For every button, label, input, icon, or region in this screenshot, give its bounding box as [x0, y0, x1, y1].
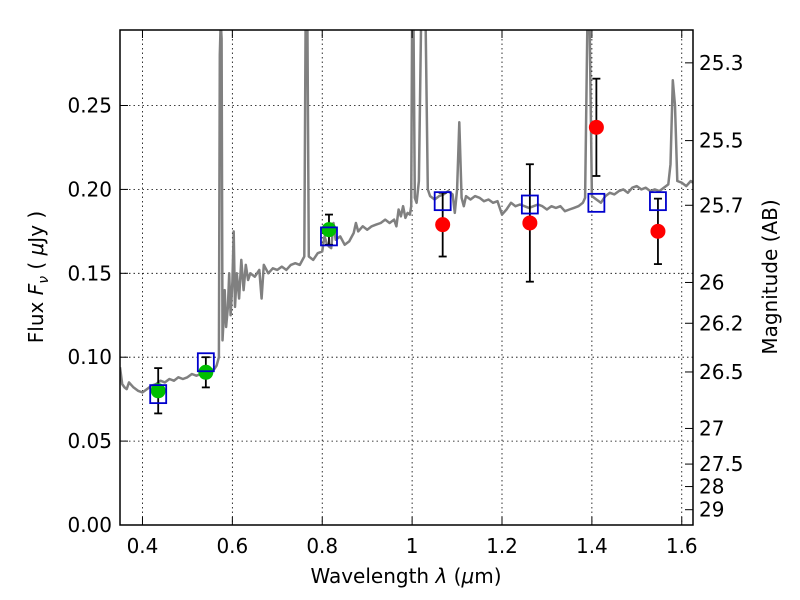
y2-tick-label: 25.7: [699, 193, 744, 217]
photometry-model-square: [196, 352, 215, 373]
x-tick-label: 1.2: [486, 534, 518, 558]
grid-lines: [120, 30, 693, 526]
x-axis: 0.4 0.6 0.8 1 1.2 1.4 1.6: [127, 30, 698, 558]
green-data-point: [150, 383, 166, 399]
y2-tick-label: 29: [699, 498, 724, 522]
x-tick-label: 0.8: [306, 534, 338, 558]
red-data-point: [435, 217, 451, 233]
x-tick-label: 0.4: [127, 534, 159, 558]
y2-tick-label: 26.2: [699, 311, 744, 335]
green-data-point: [198, 364, 214, 380]
spectrum-line: [120, 30, 693, 394]
y-axis-left: 0.00 0.05 0.10 0.15 0.20 0.25: [67, 94, 128, 537]
x-axis-label: Wavelength λ (μm): [310, 564, 501, 588]
y-tick-label: 0.00: [67, 513, 112, 537]
photometry-model-square: [649, 191, 667, 212]
x-tick-label: 1.4: [576, 534, 608, 558]
y2-tick-label: 26.5: [699, 360, 744, 384]
y2-tick-label: 26: [699, 270, 724, 294]
photometry-model-square: [433, 191, 452, 212]
x-tick-label: 1: [406, 534, 419, 558]
y-tick-label: 0.10: [67, 345, 112, 369]
photometry-model-square: [520, 194, 539, 215]
y-tick-label: 0.20: [67, 177, 112, 201]
y2-axis-label: Magnitude (AB): [758, 199, 782, 354]
x-tick-label: 0.6: [216, 534, 248, 558]
y2-tick-label: 27: [699, 416, 724, 440]
y-tick-label: 0.05: [67, 429, 112, 453]
photometry-model-square: [320, 226, 338, 247]
spectrum-layer: [120, 30, 693, 394]
plot-frame: [119, 29, 694, 526]
photometry-model-square: [149, 384, 168, 405]
x-tick-label: 1.6: [666, 534, 698, 558]
photometry-model-square: [587, 192, 606, 213]
y2-tick-label: 27.5: [699, 452, 744, 476]
green-data-point: [321, 222, 337, 238]
y2-tick-label: 25.5: [699, 129, 744, 153]
red-data-point: [650, 223, 666, 239]
marker-layer: [149, 77, 667, 415]
y2-tick-label: 25.3: [699, 51, 744, 75]
y2-tick-label: 28: [699, 475, 724, 499]
y-tick-label: 0.25: [67, 94, 112, 118]
red-data-point: [522, 215, 538, 231]
red-data-point: [588, 119, 604, 135]
y-axis-label: Flux Fν ( μJy ): [24, 211, 52, 343]
y-tick-label: 0.15: [67, 261, 112, 285]
